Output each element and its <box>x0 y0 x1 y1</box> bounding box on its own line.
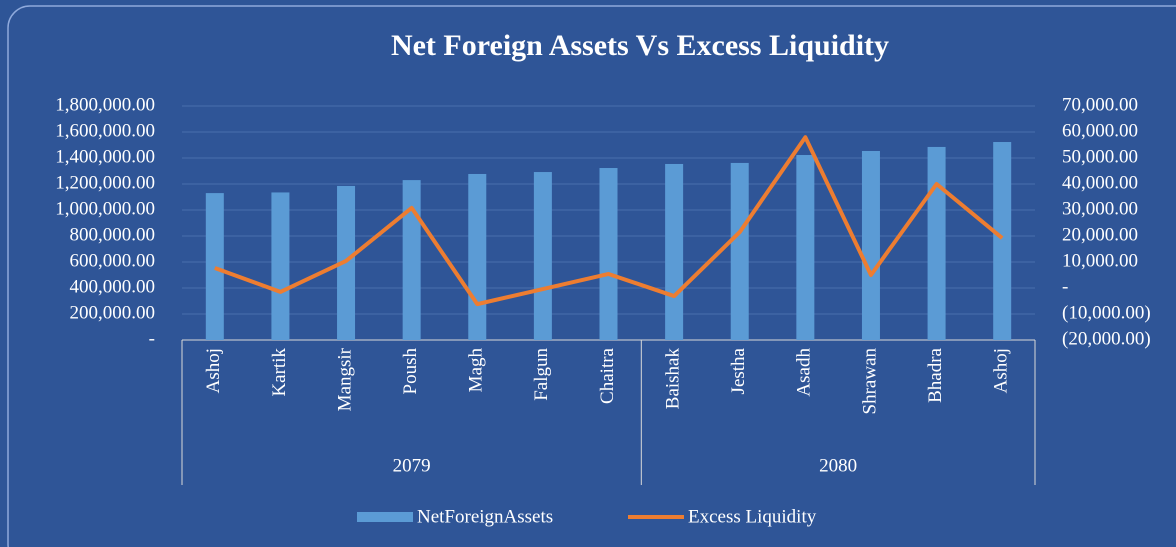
x-tick-label: Kartik <box>269 348 290 397</box>
y2-tick-label: 70,000.00 <box>1062 94 1138 115</box>
x-tick-label: Magh <box>466 348 487 393</box>
group-label: 2079 <box>393 455 431 476</box>
y2-tick-label: 30,000.00 <box>1062 198 1138 219</box>
x-tick-label: Mangsir <box>334 347 355 411</box>
x-tick-label: Ashoj <box>991 348 1012 393</box>
line <box>214 135 1004 307</box>
y-tick-label: 1,600,000.00 <box>55 120 155 141</box>
y2-tick-label: 60,000.00 <box>1062 120 1138 141</box>
y2-tick-label: - <box>1062 276 1068 297</box>
y2-tick-label: (20,000.00) <box>1062 328 1151 349</box>
bar <box>665 163 684 340</box>
y2-tick-label: 10,000.00 <box>1062 250 1138 271</box>
y2-tick-label: 20,000.00 <box>1062 224 1138 245</box>
y-tick-label: 800,000.00 <box>70 224 156 245</box>
x-tick-label: Bhadra <box>925 347 946 402</box>
y-tick-label: 1,000,000.00 <box>55 198 155 219</box>
x-tick-label: Falgun <box>531 348 552 401</box>
y2-tick-label: 50,000.00 <box>1062 146 1138 167</box>
bar <box>468 173 487 340</box>
x-tick-label: Chaitra <box>597 347 618 403</box>
bar <box>730 162 749 340</box>
y-tick-label: 1,800,000.00 <box>55 94 155 115</box>
group-label: 2080 <box>819 455 857 476</box>
y2-tick-label: (10,000.00) <box>1062 302 1151 323</box>
y-tick-label: 400,000.00 <box>70 276 156 297</box>
y-tick-label: 600,000.00 <box>70 250 156 271</box>
y-tick-label: 1,200,000.00 <box>55 172 155 193</box>
y-tick-label: 1,400,000.00 <box>55 146 155 167</box>
x-tick-label: Jestha <box>728 347 749 394</box>
chart-title: Net Foreign Assets Vs Excess Liquidity <box>391 29 889 62</box>
bar <box>271 192 290 340</box>
legend-label: NetForeignAssets <box>417 506 553 527</box>
bar <box>927 146 946 340</box>
bar <box>599 168 618 340</box>
bar <box>402 180 421 340</box>
y-tick-label: - <box>149 328 155 349</box>
legend-label: Excess Liquidity <box>688 506 817 527</box>
legend-swatch <box>357 512 413 522</box>
bar <box>993 142 1012 340</box>
x-tick-label: Asadh <box>794 348 815 397</box>
x-tick-label: Ashoj <box>203 348 224 393</box>
x-tick-label: Baishak <box>662 348 683 410</box>
bar <box>533 172 552 340</box>
y2-tick-label: 40,000.00 <box>1062 172 1138 193</box>
bar <box>205 193 224 340</box>
x-tick-label: Poush <box>400 348 421 395</box>
bar <box>796 155 815 340</box>
x-tick-label: Shrawan <box>859 348 880 415</box>
bar <box>861 150 880 340</box>
y-tick-label: 200,000.00 <box>70 302 156 323</box>
